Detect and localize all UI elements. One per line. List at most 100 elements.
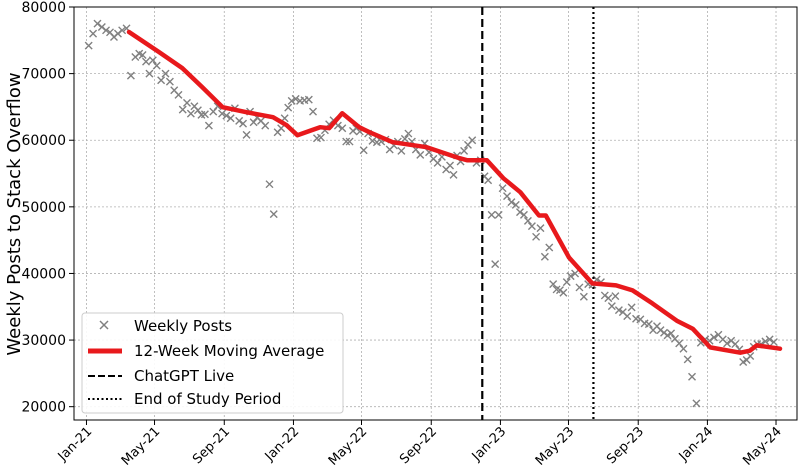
weekly-posts-point [540, 252, 549, 261]
weekly-posts-point [165, 77, 174, 86]
weekly-posts-point [519, 210, 528, 219]
weekly-posts-point [404, 129, 413, 138]
weekly-posts-point [523, 216, 532, 225]
weekly-posts-point [342, 137, 351, 146]
y-tick-label: 30000 [21, 333, 66, 349]
y-axis-ticks: 20000 30000 40000 50000 60000 70000 80000 [21, 0, 74, 416]
weekly-posts-point [284, 103, 293, 112]
weekly-posts-point [178, 105, 187, 114]
y-tick-label: 40000 [21, 266, 66, 282]
weekly-posts-point [675, 339, 684, 348]
weekly-posts-point [511, 200, 520, 209]
weekly-posts-point [562, 278, 571, 287]
weekly-posts-point [261, 121, 270, 130]
weekly-posts-point [84, 41, 93, 50]
weekly-posts-point [498, 184, 507, 193]
weekly-posts-point [239, 119, 248, 128]
weekly-posts-point [679, 344, 688, 353]
weekly-posts-point [174, 90, 183, 99]
x-tick-label: Sep-23 [604, 424, 647, 467]
weekly-posts-point [200, 110, 209, 119]
moving-average-series [126, 29, 783, 355]
weekly-posts-point [449, 170, 458, 179]
weekly-posts-point [93, 19, 102, 28]
weekly-posts-point [487, 210, 496, 219]
weekly-posts-point [397, 146, 406, 155]
weekly-posts-point [627, 303, 636, 312]
weekly-posts-point [683, 355, 692, 364]
y-tick-label: 50000 [21, 200, 66, 216]
x-axis-ticks: Jan-21 May-21 Sep-21 Jan-22 May-22 Sep-22 Jan-… [55, 420, 785, 469]
weekly-posts-point [545, 243, 554, 252]
weekly-posts-point [152, 61, 161, 70]
legend-marker-x [99, 320, 109, 330]
x-tick-label: May-23 [533, 424, 577, 468]
weekly-posts-point [644, 320, 653, 329]
weekly-posts-point [316, 133, 325, 142]
weekly-posts-point [269, 210, 278, 219]
weekly-posts-point [416, 150, 425, 159]
x-tick-label: Jan-21 [55, 424, 96, 465]
weekly-posts-point [746, 352, 755, 361]
weekly-posts-point [265, 180, 274, 189]
weekly-posts-point [235, 116, 244, 125]
weekly-posts-point [484, 176, 493, 185]
weekly-posts-point [309, 107, 318, 116]
x-tick-label: Sep-22 [397, 424, 440, 467]
y-axis-label: Weekly Posts to Stack Overflow [4, 72, 25, 355]
weekly-posts-point [507, 198, 516, 207]
weekly-posts-point [161, 69, 170, 78]
x-tick-label: May-22 [326, 424, 370, 468]
weekly-posts-point [611, 292, 620, 301]
weekly-posts-point [607, 302, 616, 311]
weekly-posts-point [491, 260, 500, 269]
weekly-posts-point [769, 338, 778, 347]
weekly-posts-point [468, 136, 477, 145]
weekly-posts-point [287, 96, 296, 105]
weekly-posts-point [667, 329, 676, 338]
weekly-posts-point [692, 399, 701, 408]
plot-frame [73, 6, 798, 421]
weekly-posts-point [338, 124, 347, 133]
weekly-posts-point [118, 26, 127, 35]
legend-label-moving-average: 12-Week Moving Average [134, 342, 324, 360]
weekly-posts-point [102, 26, 111, 35]
weekly-posts-point [527, 222, 536, 231]
weekly-posts-point [148, 56, 157, 65]
weekly-posts-point [515, 208, 524, 217]
weekly-posts-point [222, 111, 231, 120]
weekly-posts-point [532, 232, 541, 241]
weekly-posts-point [559, 288, 568, 297]
legend-label-chatgpt-live: ChatGPT Live [134, 367, 234, 385]
x-tick-label: Jan-24 [676, 424, 717, 465]
weekly-posts-point [89, 29, 98, 38]
y-tick-label: 70000 [21, 67, 66, 83]
weekly-posts-point [536, 224, 545, 233]
weekly-posts-point [345, 137, 354, 146]
y-tick-label: 60000 [21, 133, 66, 149]
weekly-posts-point [761, 337, 770, 346]
legend-label-end-of-study: End of Study Period [134, 390, 281, 408]
weekly-posts-point [126, 71, 135, 80]
weekly-posts-point [157, 76, 166, 85]
weekly-posts-point [503, 192, 512, 201]
weekly-posts-point [242, 130, 251, 139]
weekly-posts-point [571, 269, 580, 278]
weekly-posts-point [186, 109, 195, 118]
weekly-posts-point [145, 69, 154, 78]
weekly-posts-point [138, 50, 147, 59]
x-tick-label: Jan-22 [262, 424, 303, 465]
x-tick-label: Jan-23 [469, 424, 510, 465]
weekly-posts-point [368, 136, 377, 145]
event-lines [481, 7, 595, 420]
weekly-posts-point [549, 280, 558, 289]
legend-label-weekly-posts: Weekly Posts [134, 317, 232, 335]
weekly-posts-point [249, 118, 258, 127]
legend: Weekly Posts 12-Week Moving Average Chat… [81, 312, 344, 414]
weekly-posts-point [218, 109, 227, 118]
weekly-posts-point [304, 95, 313, 104]
weekly-posts-point [765, 335, 774, 344]
x-tick-label: May-21 [119, 424, 163, 468]
weekly-posts-point [604, 294, 613, 303]
